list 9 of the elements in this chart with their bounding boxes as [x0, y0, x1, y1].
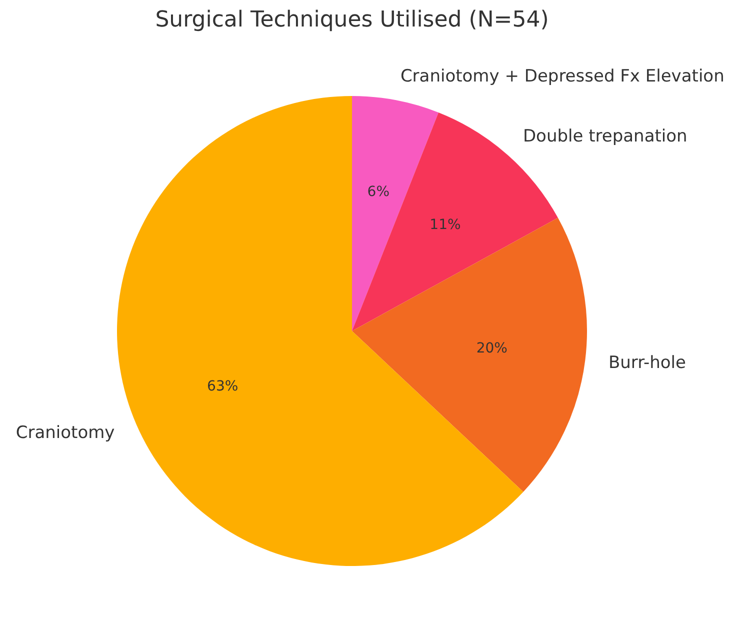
slice-label: Double trepanation: [522, 126, 688, 147]
chart-title: Surgical Techniques Utilised (N=54): [155, 8, 549, 33]
slice-label: Craniotomy: [16, 423, 115, 444]
data-label: 20%: [476, 340, 508, 356]
slice-label: Craniotomy + Depressed Fx Elevation: [400, 66, 724, 86]
data-label: 6%: [367, 184, 390, 200]
data-label: 11%: [430, 216, 461, 233]
slice-label: Burr-hole: [608, 352, 686, 373]
data-label: 63%: [207, 378, 238, 395]
